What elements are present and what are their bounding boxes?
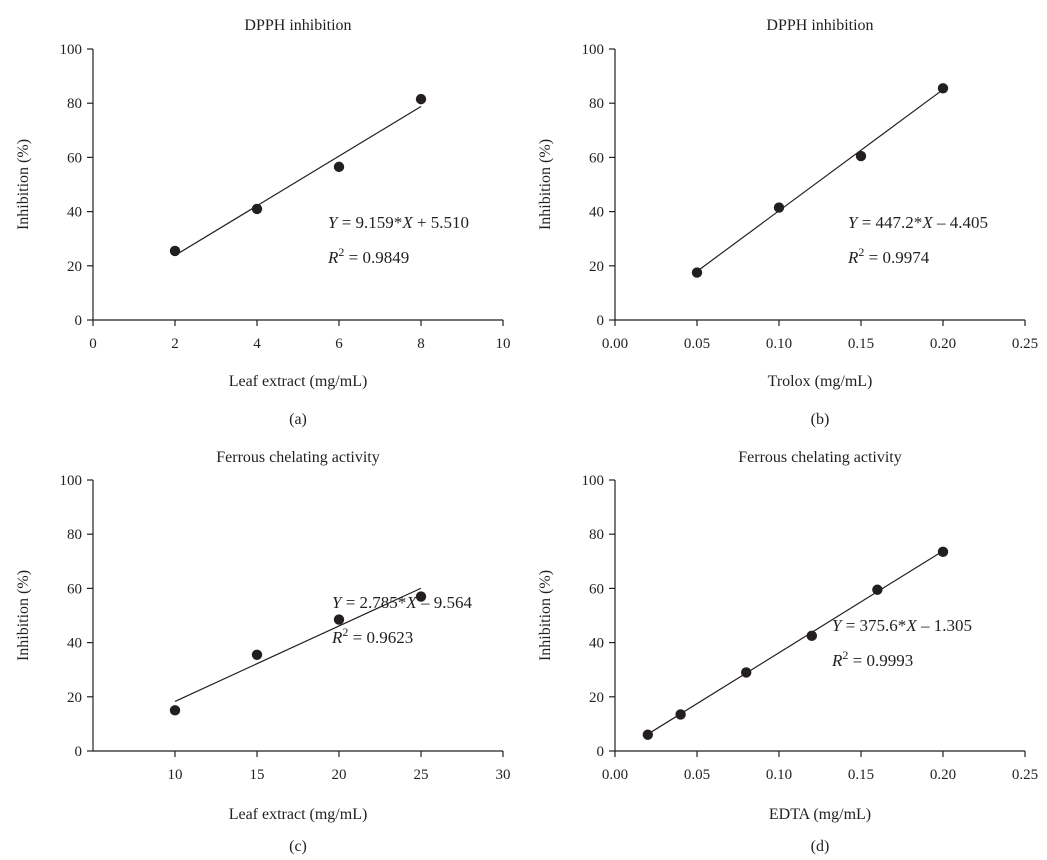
y-tick-label: 20	[67, 259, 82, 275]
x-tick-label: 0.15	[848, 336, 874, 352]
y-tick-label: 40	[67, 205, 82, 221]
chart-title: Ferrous chelating activity	[216, 449, 380, 466]
r-squared: R2 = 0.9849	[327, 245, 409, 267]
panel-a: DPPH inhibition 0 20 40 60 80 100 0 2 4 6 8 10 Leaf e…	[15, 17, 511, 428]
x-tick-label: 0.25	[1012, 767, 1038, 783]
data-point	[333, 614, 345, 625]
data-point	[251, 203, 263, 215]
data-point	[415, 93, 427, 105]
data-point	[169, 705, 181, 716]
x-tick-label: 0.05	[684, 336, 710, 352]
x-tick-label: 4	[253, 336, 261, 352]
panel-d: Ferrous chelating activity 0 20 40 60 80 100 0.…	[537, 449, 1038, 855]
chart-title: Ferrous chelating activity	[738, 449, 902, 466]
chart-title: DPPH inhibition	[766, 17, 873, 34]
data-point	[741, 667, 752, 678]
r-squared: R2 = 0.9993	[831, 648, 913, 670]
y-tick-label: 0	[597, 313, 605, 329]
x-tick-label: 25	[414, 767, 429, 783]
data-point	[675, 709, 686, 720]
regression-equation: Y = 9.159*X + 5.510	[328, 213, 469, 232]
y-axis-label: Inhibition (%)	[15, 139, 32, 230]
x-tick-label: 0.10	[766, 767, 792, 783]
x-tick-label: 0	[89, 336, 97, 352]
y-tick-label: 0	[597, 744, 605, 760]
x-tick-label: 0.15	[848, 767, 874, 783]
y-tick-label: 40	[67, 636, 82, 652]
y-axis-label: Inhibition (%)	[537, 139, 554, 230]
x-axis-label: Trolox (mg/mL)	[768, 373, 873, 390]
y-tick-label: 0	[75, 744, 83, 760]
y-tick-label: 60	[67, 581, 82, 597]
chart-title: DPPH inhibition	[244, 17, 351, 34]
y-tick-label: 20	[589, 690, 604, 706]
x-tick-label: 0.00	[602, 336, 628, 352]
panel-label: (b)	[811, 411, 830, 428]
r-squared: R2 = 0.9623	[331, 625, 413, 647]
data-point	[937, 546, 949, 558]
fit-line	[647, 550, 944, 735]
y-tick-label: 40	[589, 636, 604, 652]
y-tick-label: 20	[589, 259, 604, 275]
x-tick-label: 0.10	[766, 336, 792, 352]
y-tick-label: 80	[589, 96, 604, 112]
regression-equation: Y = 447.2*X – 4.405	[848, 213, 988, 232]
x-tick-label: 0.20	[930, 767, 956, 783]
data-point	[333, 161, 345, 173]
x-axis-label: EDTA (mg/mL)	[769, 806, 871, 823]
data-point	[169, 245, 181, 257]
data-point	[773, 202, 785, 213]
x-tick-label: 0.05	[684, 767, 710, 783]
data-point	[415, 591, 427, 602]
regression-equation: Y = 375.6*X – 1.305	[832, 616, 972, 635]
data-point	[691, 267, 703, 278]
regression-equation: Y = 2.785*X – 9.564	[332, 593, 472, 612]
y-tick-label: 0	[75, 313, 83, 329]
fit-line	[696, 89, 944, 272]
panel-b: DPPH inhibition 0 20 40 60 80 100 0.00 0.05 0.10 0…	[537, 17, 1038, 428]
x-tick-label: 0.20	[930, 336, 956, 352]
y-tick-label: 80	[67, 96, 82, 112]
y-tick-label: 40	[589, 205, 604, 221]
y-tick-label: 100	[60, 473, 83, 489]
y-tick-label: 60	[589, 581, 604, 597]
panel-label: (a)	[289, 411, 307, 428]
x-tick-label: 0.00	[602, 767, 628, 783]
data-point	[251, 649, 263, 660]
y-axis-label: Inhibition (%)	[537, 570, 554, 661]
y-tick-label: 100	[582, 473, 605, 489]
data-point	[855, 150, 867, 162]
x-tick-label: 10	[496, 336, 511, 352]
y-tick-label: 20	[67, 690, 82, 706]
x-tick-label: 30	[496, 767, 511, 783]
x-axis-label: Leaf extract (mg/mL)	[229, 806, 368, 823]
y-axis-label: Inhibition (%)	[15, 570, 32, 661]
data-point	[937, 83, 949, 94]
panel-label: (c)	[289, 838, 307, 855]
panel-c: Ferrous chelating activity 0 20 40 60 80 100 10…	[15, 449, 511, 855]
y-tick-label: 80	[589, 527, 604, 543]
x-tick-label: 2	[171, 336, 179, 352]
y-tick-label: 100	[60, 42, 83, 58]
x-tick-label: 6	[335, 336, 343, 352]
x-tick-label: 20	[332, 767, 347, 783]
data-point	[806, 630, 817, 642]
x-tick-label: 15	[250, 767, 265, 783]
panel-label: (d)	[811, 838, 830, 855]
y-tick-label: 80	[67, 527, 82, 543]
data-point	[872, 584, 883, 595]
fit-line	[174, 105, 422, 256]
fit-line	[174, 587, 422, 702]
y-tick-label: 60	[67, 150, 82, 166]
x-tick-label: 8	[417, 336, 425, 352]
r-squared: R2 = 0.9974	[847, 245, 930, 267]
x-tick-label: 10	[168, 767, 183, 783]
y-tick-label: 100	[582, 42, 605, 58]
x-axis-label: Leaf extract (mg/mL)	[229, 373, 368, 390]
data-point	[642, 729, 653, 740]
x-tick-label: 0.25	[1012, 336, 1038, 352]
y-tick-label: 60	[589, 150, 604, 166]
